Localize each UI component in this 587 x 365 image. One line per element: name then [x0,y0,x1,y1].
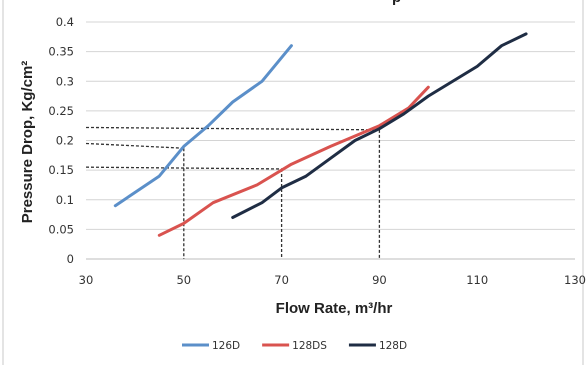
x-tick-label: 70 [274,273,289,287]
y-tick-label: 0.05 [48,222,74,236]
x-tick-label: 30 [79,273,94,287]
y-tick-label: 0 [67,252,74,266]
reference-lines [85,126,381,259]
x-tick-label: 50 [176,273,191,287]
x-tick-label: 90 [372,273,387,287]
y-axis-label: Pressure Drop, Kg/cm² [19,61,36,224]
series-lines [113,32,528,237]
series-line-128d [231,32,528,219]
chart-title-fragment: p [392,0,401,6]
y-tick-label: 0.25 [48,104,74,118]
legend-label-128ds: 128DS [292,340,327,352]
x-axis-label: Flow Rate, m³/hr [276,300,393,317]
series-line-126d [113,44,293,208]
legend-label-126d: 126D [212,340,240,352]
x-tick-labels: 30 50 70 90 110 130 [79,273,586,287]
y-tick-label: 0.3 [56,74,74,88]
y-tick-label: 0.4 [56,15,74,29]
reference-line-horizontal [85,166,282,170]
x-tick-label: 110 [466,273,488,287]
reference-line-horizontal [85,142,184,149]
y-tick-label: 0.1 [56,193,74,207]
gridlines [86,21,575,230]
x-tick-label: 130 [564,273,586,287]
series-line-128ds [157,85,430,237]
legend-label-128d: 128D [379,340,407,352]
y-tick-labels: 0 0.05 0.1 0.15 0.2 0.25 0.3 0.35 0.4 [48,15,74,266]
y-tick-label: 0.35 [48,45,74,59]
reference-line-horizontal [85,126,380,131]
legend: 126D 128DS 128D [182,340,407,352]
y-tick-label: 0.2 [56,134,74,148]
y-tick-label: 0.15 [48,163,74,177]
